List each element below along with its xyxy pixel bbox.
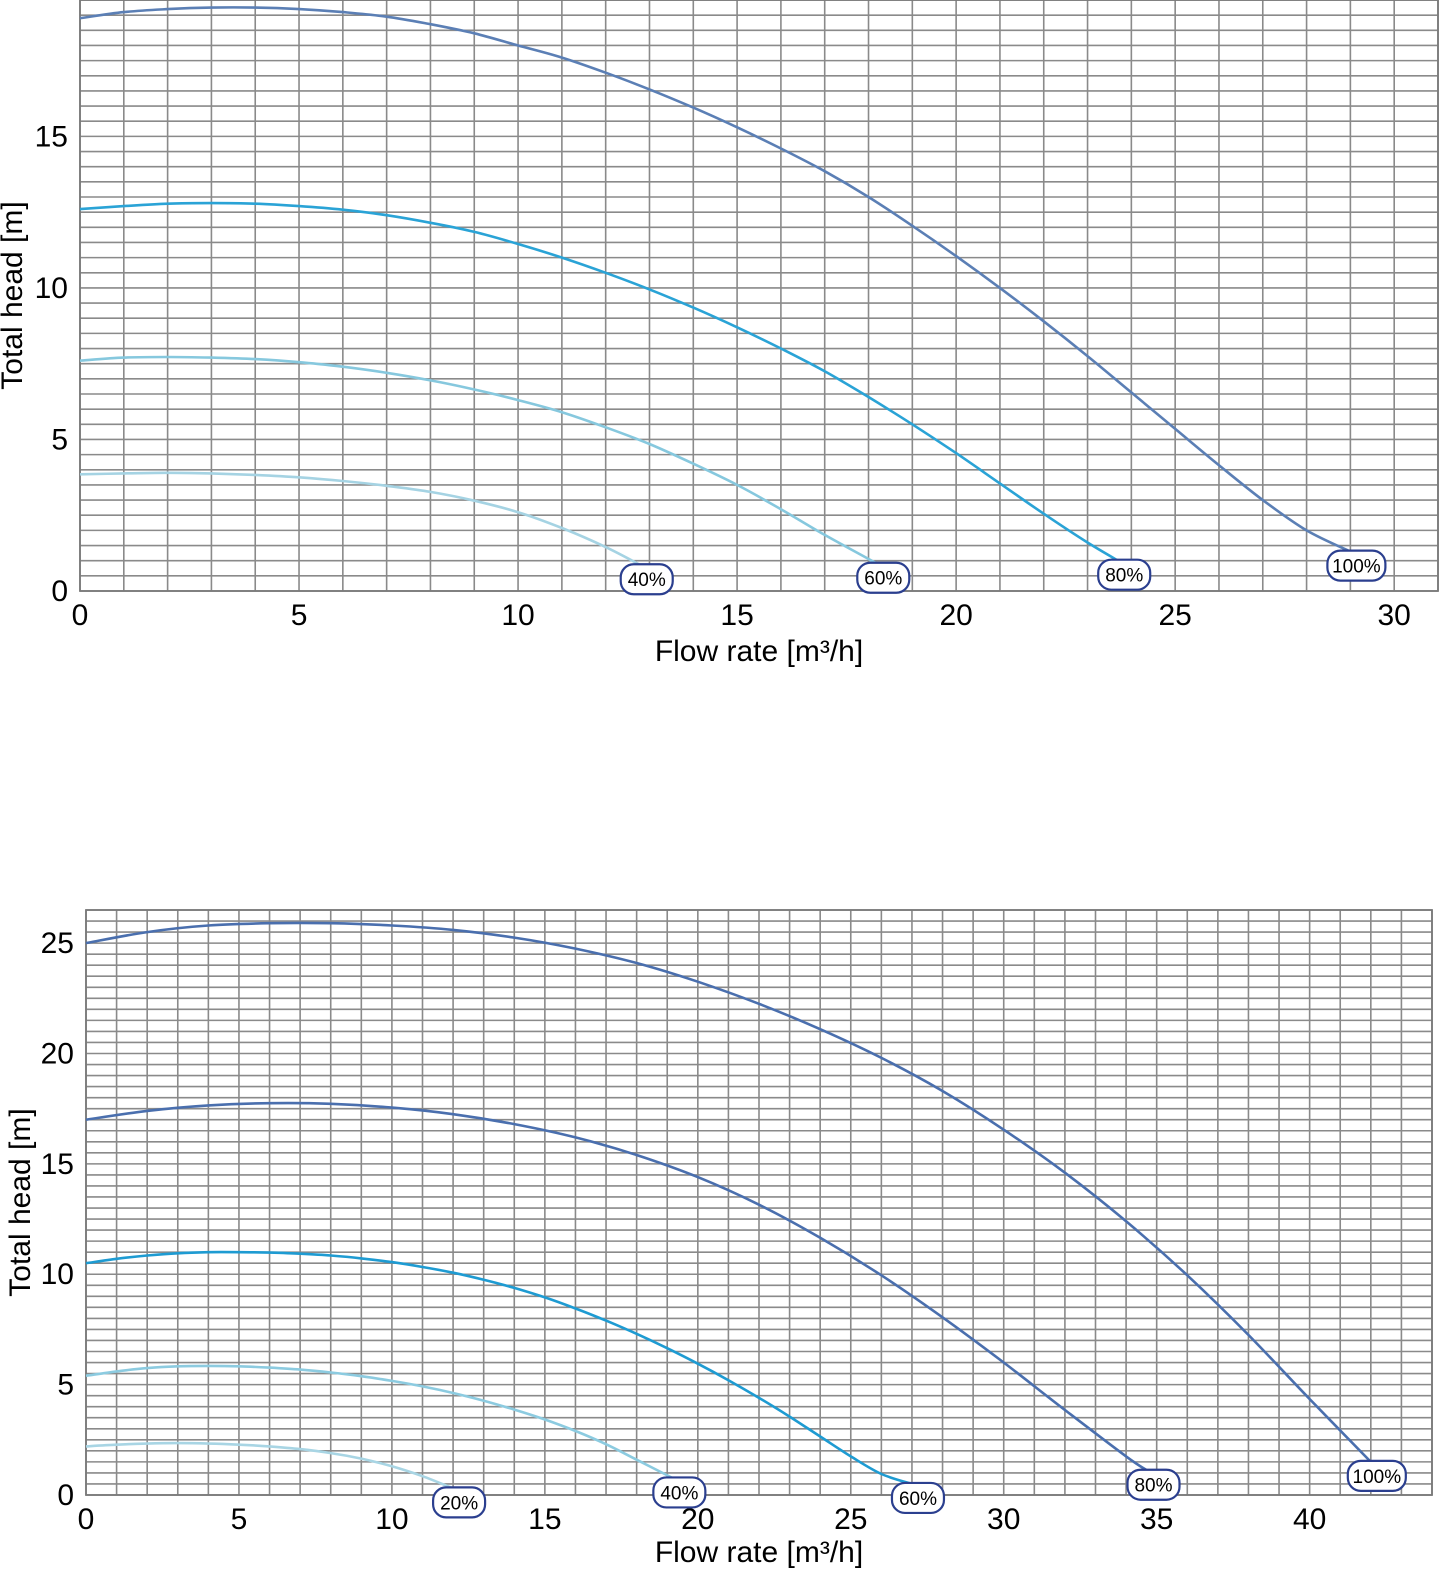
grid-lines (79, 0, 1439, 592)
y-tick-label: 0 (51, 575, 68, 608)
plot-frame (79, 0, 1439, 592)
x-tick-label: 30 (1378, 599, 1411, 632)
x-tick-label: 10 (375, 1503, 408, 1536)
x-axis-title: Flow rate [m³/h] (655, 1536, 863, 1569)
series-end-label: 20% (431, 1486, 487, 1519)
label-text: 80% (1105, 566, 1143, 587)
x-tick-label: 10 (501, 599, 534, 632)
label-pill (890, 1481, 946, 1515)
series-end-label: 80% (1126, 1468, 1181, 1501)
label-pill (856, 561, 911, 594)
series-line-40pct (79, 471, 642, 567)
series-end-label: 60% (890, 1481, 946, 1515)
label-text: 20% (440, 1493, 478, 1514)
y-axis-title: Total head [m] (4, 1108, 37, 1296)
series-line-60pct (85, 1250, 913, 1486)
label-pill (619, 563, 674, 596)
y-tick-label: 15 (35, 120, 68, 153)
x-tick-label: 15 (720, 599, 753, 632)
x-tick-label: 20 (939, 599, 972, 632)
x-tick-label: 25 (834, 1503, 867, 1536)
series-line-80pct (85, 1101, 1149, 1472)
y-tick-label: 0 (57, 1479, 74, 1512)
y-tick-label: 10 (35, 272, 68, 305)
y-tick-label: 5 (51, 423, 68, 456)
series-end-label: 60% (856, 561, 911, 594)
label-text: 100% (1353, 1467, 1402, 1488)
series-end-label: 40% (619, 563, 674, 596)
label-text: 100% (1332, 557, 1381, 578)
y-tick-label: 25 (41, 927, 74, 960)
plot-frame (85, 909, 1433, 1496)
y-tick-label: 5 (57, 1369, 74, 1402)
x-tick-label: 30 (987, 1503, 1020, 1536)
x-tick-label: 0 (78, 1503, 95, 1536)
series-line-60pct (79, 355, 878, 565)
label-text: 40% (628, 570, 666, 591)
x-axis-title: Flow rate [m³/h] (655, 635, 863, 668)
x-tick-label: 15 (528, 1503, 561, 1536)
label-text: 40% (660, 1483, 698, 1504)
label-pill (652, 1476, 707, 1509)
series-end-label: 80% (1097, 558, 1152, 591)
label-pill (1126, 1468, 1181, 1501)
y-tick-label: 15 (41, 1148, 74, 1181)
label-text: 60% (899, 1489, 937, 1510)
series-line-80pct (79, 201, 1119, 562)
label-pill (1097, 558, 1152, 591)
label-text: 60% (864, 569, 902, 590)
x-tick-label: 40 (1293, 1503, 1326, 1536)
x-tick-label: 0 (72, 599, 89, 632)
label-pill (1346, 1459, 1407, 1492)
label-pill (431, 1486, 487, 1519)
y-tick-label: 20 (41, 1037, 74, 1070)
series-line-100pct (85, 921, 1372, 1463)
series-line-20pct (85, 1441, 454, 1490)
x-tick-label: 5 (231, 1503, 248, 1536)
x-tick-label: 25 (1158, 599, 1191, 632)
series-end-label: 40% (652, 1476, 707, 1509)
y-tick-label: 10 (41, 1258, 74, 1291)
label-text: 80% (1134, 1476, 1172, 1497)
label-pill (1326, 549, 1387, 582)
series-end-label: 100% (1326, 549, 1387, 582)
x-tick-label: 5 (291, 599, 308, 632)
y-axis-title: Total head [m] (0, 201, 29, 389)
series-end-label: 100% (1346, 1459, 1407, 1492)
series-line-40pct (85, 1364, 674, 1480)
grid-lines (85, 909, 1433, 1496)
x-tick-label: 35 (1140, 1503, 1173, 1536)
series-line-100pct (79, 6, 1351, 553)
